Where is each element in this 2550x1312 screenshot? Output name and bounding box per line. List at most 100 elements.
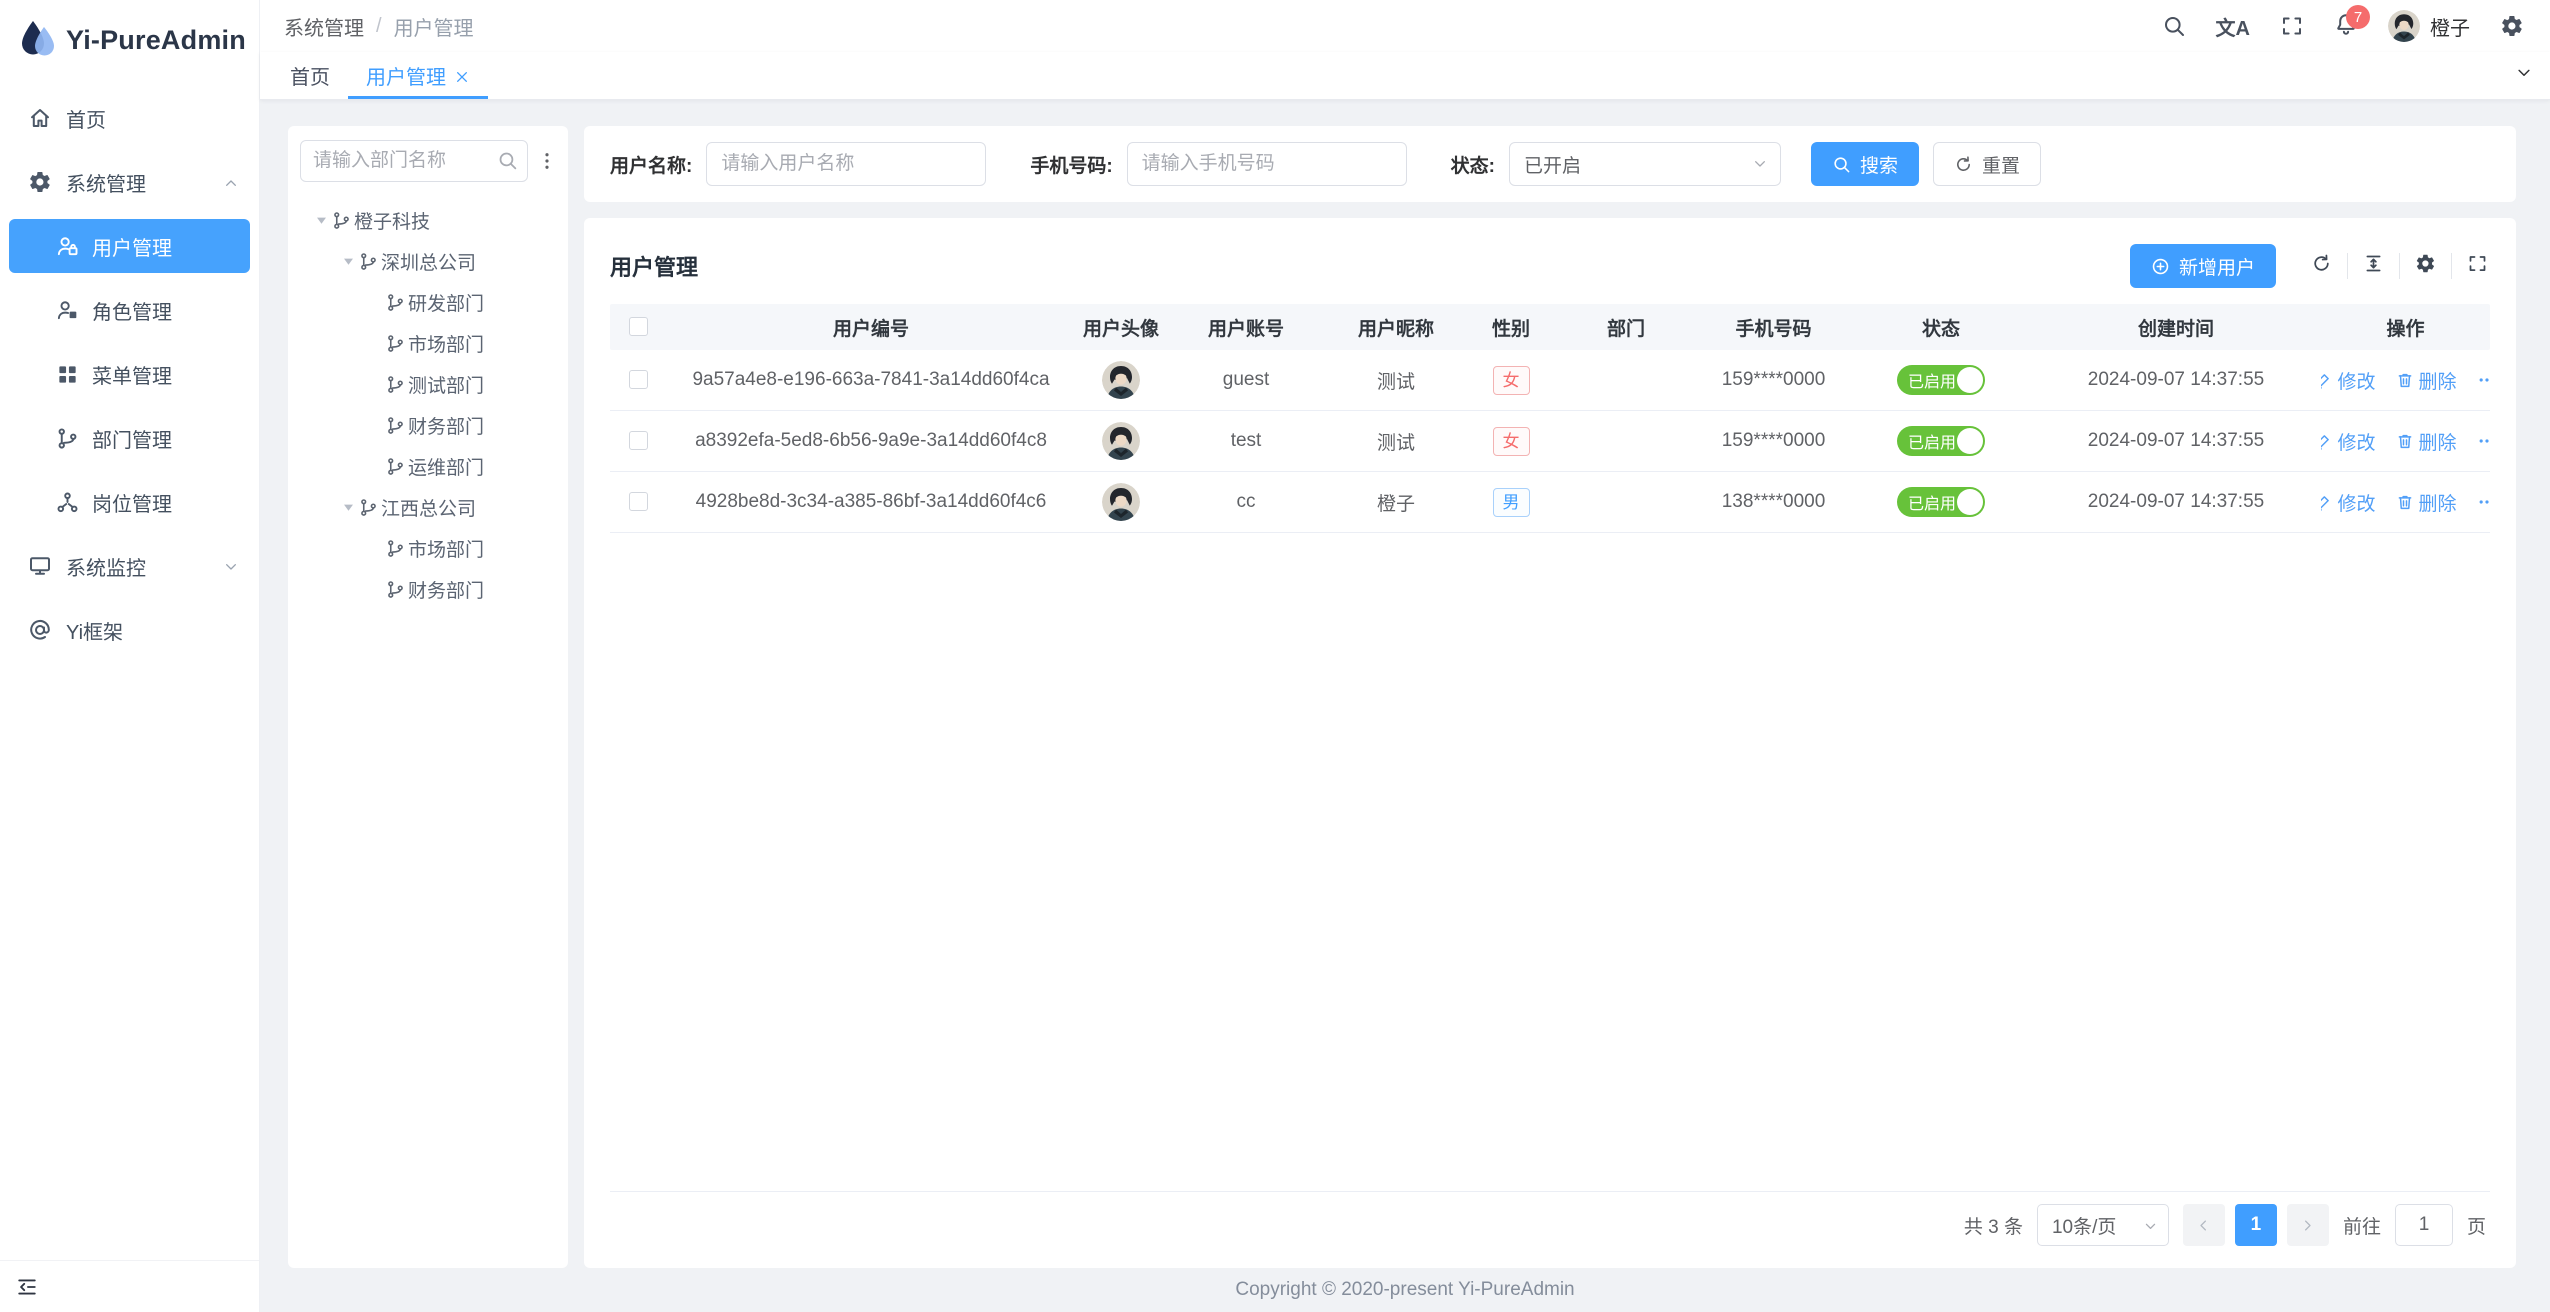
status-cell: 已启用 xyxy=(1851,426,2031,456)
column-header-用户昵称: 用户昵称 xyxy=(1357,318,1434,340)
column-settings-button[interactable] xyxy=(2400,253,2452,279)
translate-icon[interactable]: 文A xyxy=(2215,17,2250,40)
delete-user-link[interactable]: 删除 xyxy=(2396,367,2457,394)
content-column: 用户名称: 手机号码: 状态: 已开启 xyxy=(584,126,2516,1268)
sidebar-subitem-岗位管理[interactable]: 岗位管理 xyxy=(0,470,259,534)
tree-node-测试部门[interactable]: 测试部门 xyxy=(300,364,558,405)
table-fullscreen-button[interactable] xyxy=(2452,253,2490,279)
next-page-button[interactable] xyxy=(2286,1204,2329,1246)
total-count: 共 3 条 xyxy=(1963,1216,2023,1238)
collapse-sidebar-icon[interactable] xyxy=(16,1276,38,1298)
row-checkbox[interactable] xyxy=(628,431,648,451)
search-icon[interactable] xyxy=(2162,14,2186,38)
department-icon xyxy=(332,211,351,230)
tab-options-button[interactable] xyxy=(2498,52,2550,99)
close-icon[interactable] xyxy=(454,68,470,84)
sidebar-subitem-部门管理[interactable]: 部门管理 xyxy=(0,406,259,470)
user-id-cell: a8392efa-5ed8-6b56-9a9e-3a14dd60f4c8 xyxy=(695,430,1047,451)
table-body: 9a57a4e8-e196-663a-7841-3a14dd60f4ca gues… xyxy=(610,350,2490,533)
status-toggle[interactable]: 已启用 xyxy=(1897,426,1985,456)
reset-button[interactable]: 重置 xyxy=(1933,142,2042,186)
caret-placeholder xyxy=(364,538,386,560)
sidebar-item-monitor[interactable]: 系统监控 xyxy=(0,534,259,598)
search-button[interactable]: 搜索 xyxy=(1810,142,1919,186)
pagination: 共 3 条 10条/页 1 前往 页 xyxy=(610,1192,2490,1258)
phone-filter-input[interactable] xyxy=(1126,142,1407,186)
chevron-down-icon xyxy=(2515,64,2533,87)
row-density-button[interactable] xyxy=(2348,253,2400,279)
sidebar-item-label: 岗位管理 xyxy=(92,493,172,516)
edit-user-link[interactable]: 修改 xyxy=(2321,489,2376,516)
tree-node-橙子科技[interactable]: 橙子科技 xyxy=(300,200,558,241)
pencil-icon xyxy=(2321,493,2332,511)
row-checkbox[interactable] xyxy=(628,370,648,390)
gender-cell: 男 xyxy=(1466,487,1556,517)
status-toggle[interactable]: 已启用 xyxy=(1897,365,1985,395)
breadcrumb-item[interactable]: 系统管理 xyxy=(284,17,364,40)
tree-node-江西总公司[interactable]: 江西总公司 xyxy=(300,487,558,528)
delete-label: 删除 xyxy=(2418,432,2457,454)
tree-node-市场部门[interactable]: 市场部门 xyxy=(300,528,558,569)
column-header-状态: 状态 xyxy=(1921,318,1960,340)
caret-down-icon[interactable] xyxy=(310,210,332,232)
sidebar: Yi-PureAdmin 首页 系统管理 用户管理 角色管理 菜单管理部门管理岗位管… xyxy=(0,0,260,1312)
sidebar-item-home[interactable]: 首页 xyxy=(0,86,259,150)
row-checkbox[interactable] xyxy=(628,492,648,512)
tree-node-深圳总公司[interactable]: 深圳总公司 xyxy=(300,241,558,282)
page-number-1[interactable]: 1 xyxy=(2234,1204,2277,1246)
trash-icon xyxy=(2396,432,2414,450)
notifications-button[interactable]: 7 xyxy=(2334,5,2370,38)
sidebar-item-framework[interactable]: Yi框架 xyxy=(0,598,259,662)
sidebar-item-label: 部门管理 xyxy=(92,429,172,452)
column-header-性别: 性别 xyxy=(1491,318,1530,340)
sidebar-subitem-用户管理[interactable]: 用户管理 xyxy=(9,219,250,273)
tree-node-财务部门[interactable]: 财务部门 xyxy=(300,405,558,446)
edit-user-link[interactable]: 修改 xyxy=(2321,428,2376,455)
more-actions-button[interactable] xyxy=(2477,370,2490,390)
sidebar-subitem-角色管理[interactable]: 角色管理 xyxy=(0,278,259,342)
avatar xyxy=(1102,361,1140,399)
tree-node-财务部门[interactable]: 财务部门 xyxy=(300,569,558,610)
goto-page-input[interactable] xyxy=(2394,1204,2453,1246)
density-icon xyxy=(2363,253,2384,279)
refresh-table-button[interactable] xyxy=(2296,253,2348,279)
prev-page-button[interactable] xyxy=(2182,1204,2225,1246)
edit-user-link[interactable]: 修改 xyxy=(2321,367,2376,394)
department-icon xyxy=(386,334,405,353)
sidebar-item-system[interactable]: 系统管理 xyxy=(0,150,259,214)
user-id-cell: 4928be8d-3c34-a385-86bf-3a14dd60f4c6 xyxy=(695,491,1047,512)
select-all-checkbox[interactable] xyxy=(628,317,648,337)
pencil-icon xyxy=(2321,371,2332,389)
user-menu[interactable]: 橙子 xyxy=(2388,10,2470,42)
caret-down-icon[interactable] xyxy=(337,497,359,519)
tab-user-management[interactable]: 用户管理 xyxy=(348,52,488,99)
username-filter-label: 用户名称: xyxy=(610,155,693,177)
delete-user-link[interactable]: 删除 xyxy=(2396,489,2457,516)
tree-node-label: 财务部门 xyxy=(408,417,485,438)
tree-node-运维部门[interactable]: 运维部门 xyxy=(300,446,558,487)
logo: Yi-PureAdmin xyxy=(0,0,259,80)
plus-circle-icon xyxy=(2151,257,2170,276)
status-select[interactable]: 已开启 xyxy=(1508,142,1781,186)
column-header-用户账号: 用户账号 xyxy=(1207,318,1284,340)
caret-down-icon[interactable] xyxy=(337,251,359,273)
status-cell: 已启用 xyxy=(1851,365,2031,395)
fullscreen-icon[interactable] xyxy=(2280,14,2304,38)
delete-user-link[interactable]: 删除 xyxy=(2396,428,2457,455)
page-size-select[interactable]: 10条/页 xyxy=(2036,1204,2169,1246)
tree-more-menu-icon[interactable] xyxy=(536,151,558,171)
more-actions-button[interactable] xyxy=(2477,492,2490,512)
sidebar-subitem-菜单管理[interactable]: 菜单管理 xyxy=(0,342,259,406)
add-user-button[interactable]: 新增用户 xyxy=(2129,244,2276,288)
status-toggle[interactable]: 已启用 xyxy=(1897,487,1985,517)
tree-node-市场部门[interactable]: 市场部门 xyxy=(300,323,558,364)
tab-home[interactable]: 首页 xyxy=(272,52,348,99)
header-actions: 文A 7 橙子 xyxy=(2162,5,2524,42)
username-filter-input[interactable] xyxy=(706,142,987,186)
settings-gear-icon[interactable] xyxy=(2500,14,2524,38)
tree-node-研发部门[interactable]: 研发部门 xyxy=(300,282,558,323)
more-actions-button[interactable] xyxy=(2477,431,2490,451)
caret-placeholder xyxy=(364,456,386,478)
department-icon xyxy=(386,375,405,394)
department-search-input[interactable] xyxy=(300,140,528,182)
